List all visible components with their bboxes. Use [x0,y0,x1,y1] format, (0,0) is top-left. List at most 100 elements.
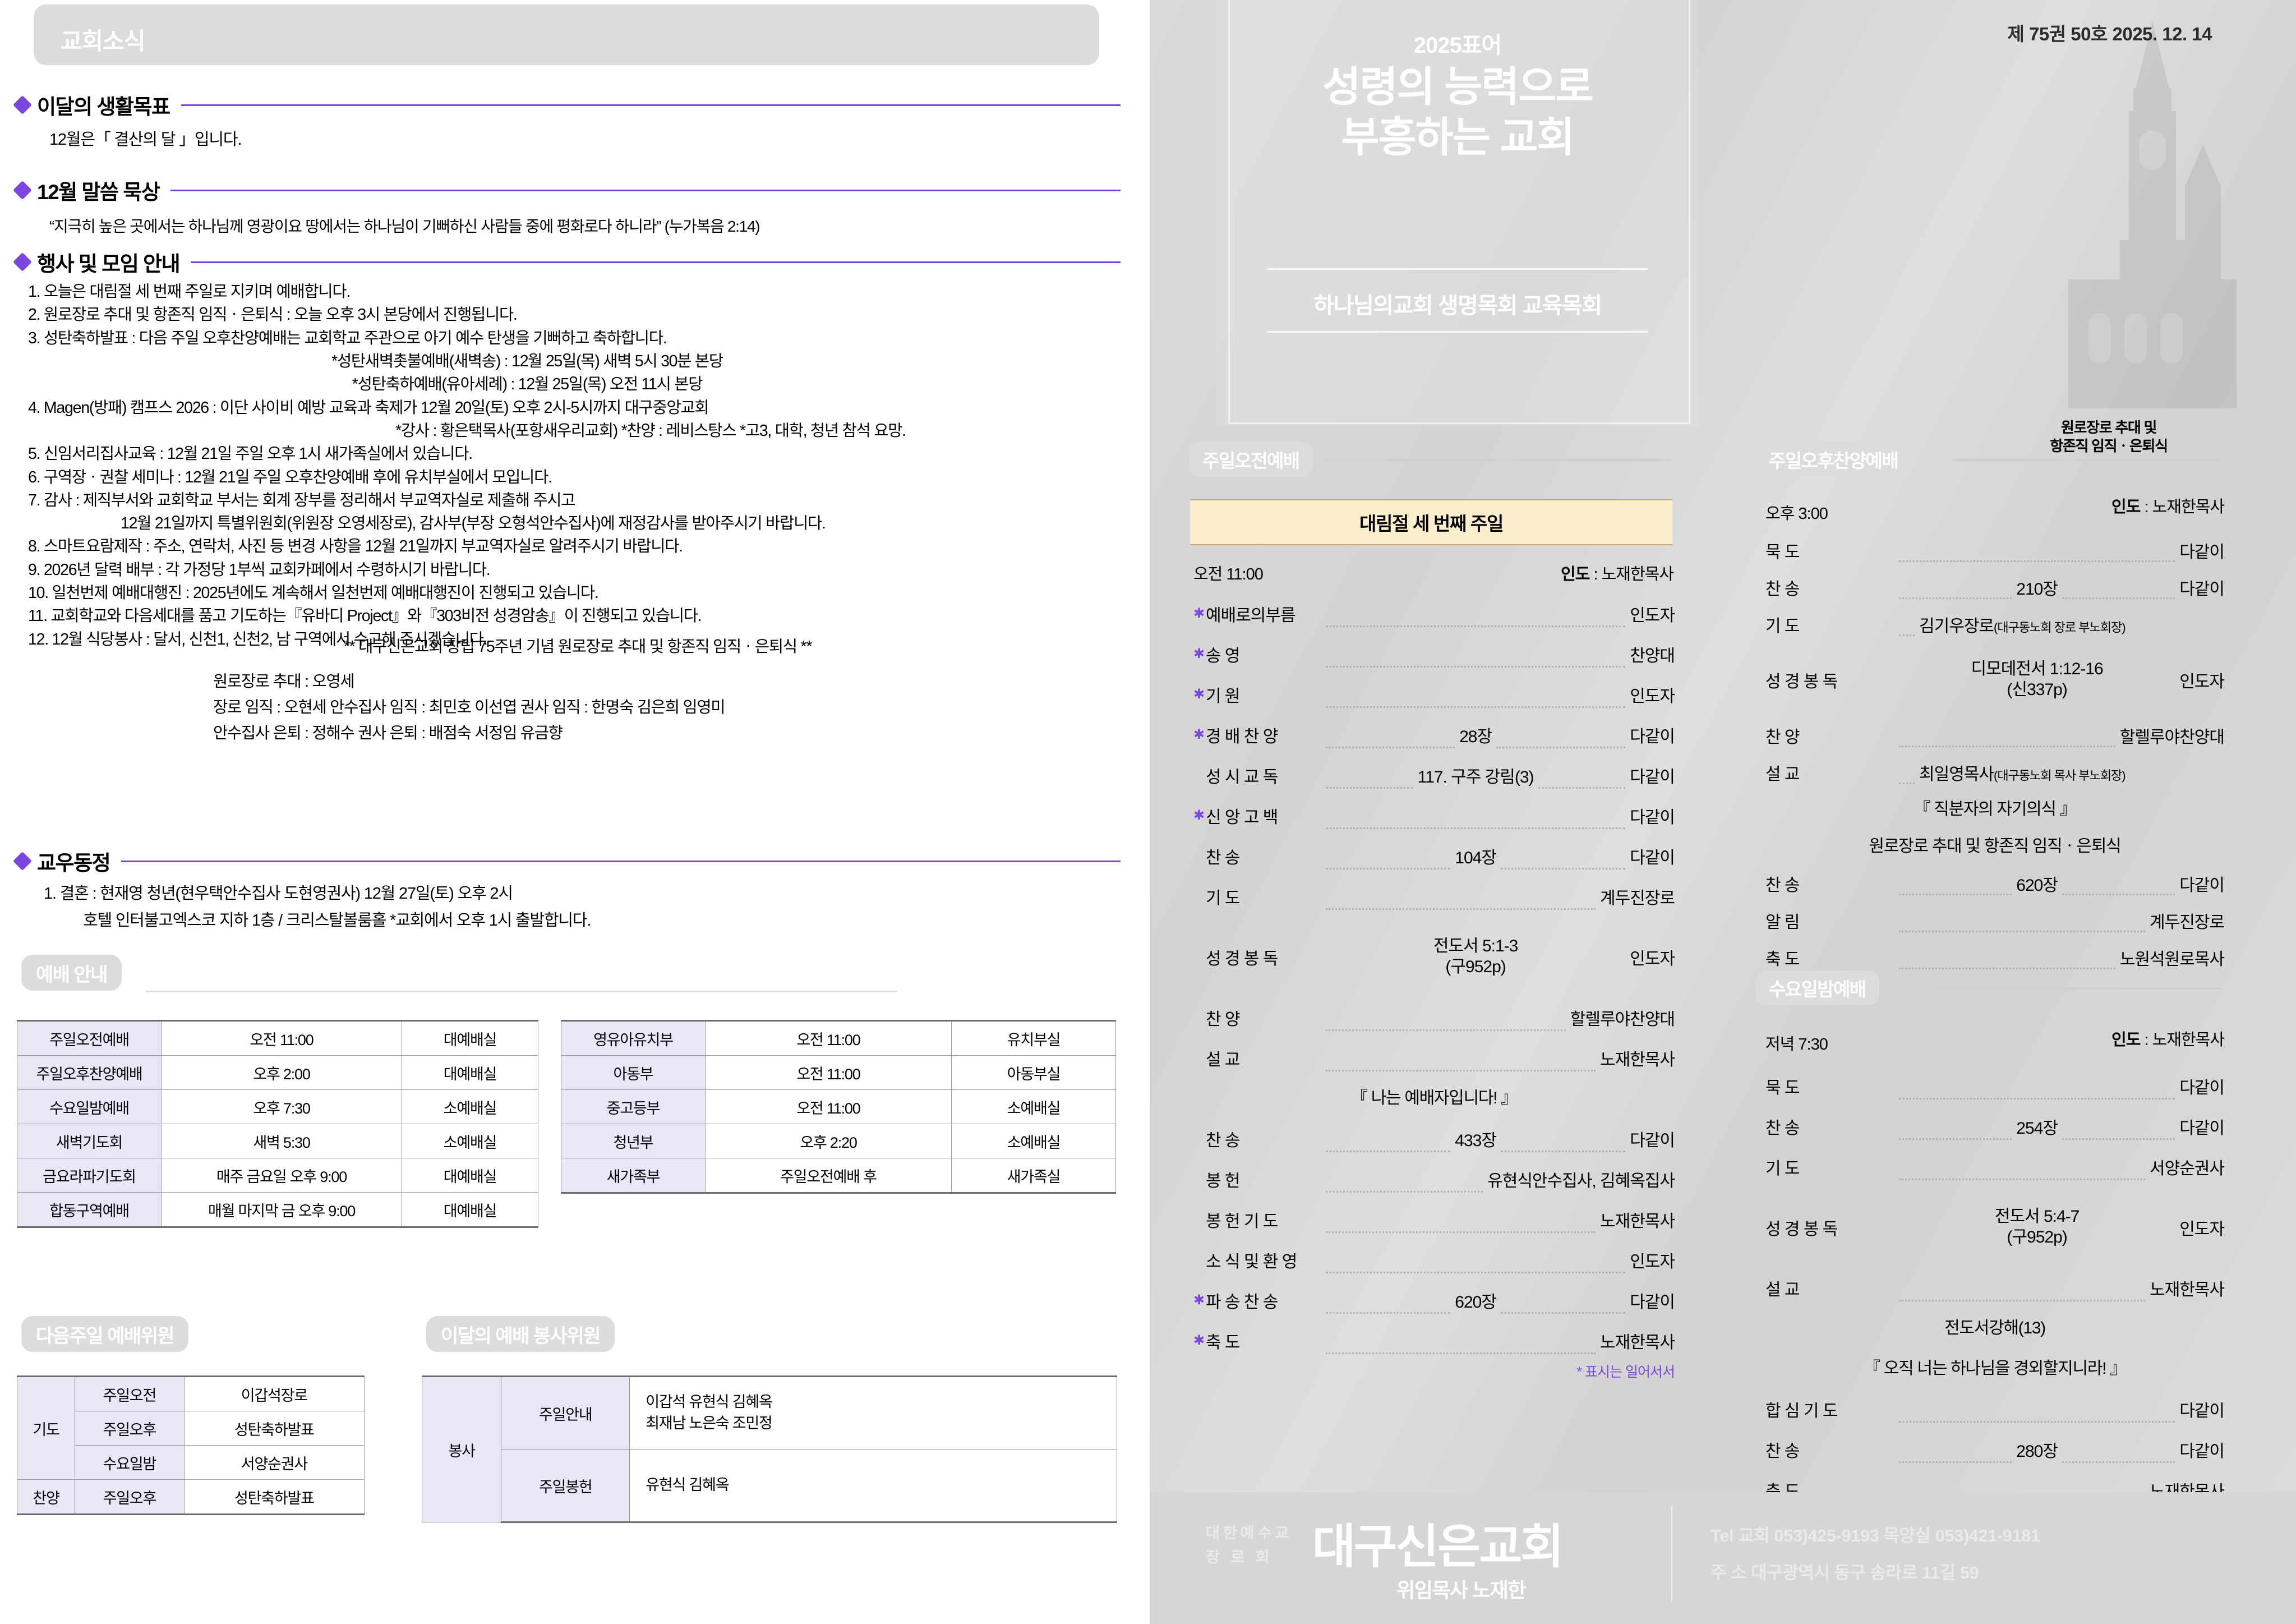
worship-order-row: 성 경 봉 독 전도서 5:4-7 (구952p) 인도자 [1765,1187,2225,1268]
leader-dots [1899,783,1915,784]
table-cell-group: 기도 [16,1375,76,1480]
announcement-item: 6. 구역장ㆍ권찰 세미나 : 12월 21일 주일 오후찬양예배 후에 유치부… [28,468,552,486]
table-cell: 수요일밤예배 [17,1089,162,1124]
table-cell-slot: 주일봉헌 [501,1449,630,1523]
worship-order-name: 성 경 봉 독 [1206,950,1278,968]
announcement-item: 9. 2026년 달력 배부 : 각 가정당 1부씩 교회카페에서 수령하시기 … [28,560,491,579]
worship-order-row: 설 교 노재한목사 [1193,1038,1675,1078]
worship-order-name: 찬 송 [1765,1442,1800,1461]
wednesday-worship-order: 묵 도 다같이 찬 송 254장 다같이 기 도 서양순권사 성 경 봉 독 전도서 5:4-7… [1765,1066,2225,1510]
worship-order-name: 성 시 교 독 [1206,768,1278,786]
leader-dots [1326,747,1455,748]
leader-dots [1326,666,1626,668]
table-cell-person: 서양순권사 [183,1445,365,1480]
leader-dots [2062,894,2175,895]
worship-order-person: 인도자 [2179,1220,2225,1239]
table-row: 주일봉헌 유현식 김혜옥 [422,1449,1117,1523]
table-cell: 금요라파기도회 [17,1158,162,1193]
worship-order-person: 인도자 [1630,687,1675,706]
leader-dots [1899,968,2115,969]
announcement-item: 4. Magen(방패) 캠프스 2026 : 이단 사이비 예방 교육과 축제… [28,398,709,417]
announcement-item: 12월 21일까지 특별위원회(위원장 오영세장로), 감사부(부장 오형석안수… [121,514,826,533]
footer-divider [1671,1506,1672,1601]
meditation-verse: “지극히 높은 곳에서는 하나님께 영광이요 땅에서는 하나님이 기뻐하신 사람… [49,218,760,235]
worship-order-name: 경 배 찬 양 [1206,728,1278,746]
section-title: 교우동정 [37,852,111,875]
ordination-notice: ** 대구신은교회 창립 75주년 기념 원로장로 추대 및 항존직 임직ㆍ은퇴… [28,634,1127,747]
month-service-label: 이달의 예배 봉사위원 [441,1325,601,1347]
worship-order-person: 김기우장로(대구동노회 장로 부노회장) [1919,612,2126,637]
leader-dots [1326,868,1451,869]
footer-denomination-line2: 장 로 회 [1206,1549,1273,1566]
standing-footnote: * 표시는 일어서서 [1576,1364,1675,1380]
afternoon-worship-leader: 인도 : 노재한목사 [1968,494,2225,517]
leader-dots [1326,706,1626,708]
worship-order-person: 다같이 [2179,1442,2225,1461]
afternoon-worship-time: 오후 3:00 [1765,505,1828,523]
table-row: 합동구역예배 매월 마지막 금 오후 9:00 대예배실 [17,1192,538,1228]
table-cell-person: 성탄축하발표 [183,1411,365,1446]
worship-order-row: 찬 송 210장 다같이 [1765,569,2225,606]
worship-order-row: ✱ 파 송 찬 송 620장 다같이 [1193,1280,1675,1321]
diamond-bullet-icon [13,252,32,272]
section-header-events: 행사 및 모임 안내 [13,247,1121,277]
leader-dots [1500,868,1626,869]
table-cell-people: 유현식 김혜옥 [629,1449,1117,1523]
morning-leader-label: 인도 [1561,565,1590,583]
worship-order-person: 계두진장로 [1600,889,1675,908]
table-cell: 새가족실 [951,1158,1116,1194]
section-title: 이달의 생활목표 [37,95,170,118]
worship-order-row: 묵 도 다같이 [1765,532,2225,569]
leader-dots [1326,827,1626,829]
table-cell: 아동부실 [951,1055,1116,1090]
worship-order-detail: 620장 [1455,1293,1497,1312]
table-row: 주일오후 성탄축하발표 [17,1411,365,1446]
footer-pastor: 위임목사 노재한 [1396,1579,1526,1602]
table-cell: 소예배실 [402,1089,538,1124]
table-row: 수요일밤예배 오후 7:30 소예배실 [17,1089,538,1124]
wednesday-worship-label: 수요일밤예배 [1769,979,1866,1000]
announcement-item: *성탄축하예배(유아세례) : 12월 25일(목) 오전 11시 본당 [352,375,703,394]
hero-title: 성령의 능력으로 부흥하는 교회 [1228,62,1687,163]
standing-star-icon: ✱ [1193,646,1205,661]
table-row: 아동부 오전 11:00 아동부실 [561,1055,1116,1090]
right-page: 2025표어 성령의 능력으로 부흥하는 교회 하나님의교회 생명목회 교육목회… [1150,0,2296,1624]
section-title: 12월 말씀 묵상 [37,181,160,204]
table-cell-slot: 주일안내 [501,1375,630,1450]
worship-order-name: 찬 양 [1206,1010,1241,1029]
worship-order-person: 노재한목사 [1600,1212,1675,1231]
standing-star-icon: ✱ [1193,1292,1205,1308]
table-cell: 청년부 [561,1124,706,1158]
table-cell-slot: 수요일밤 [75,1445,185,1480]
table-cell: 오전 11:00 [705,1089,952,1124]
worship-order-row: 찬 송 254장 다같이 [1765,1106,2225,1147]
leader-dots [1899,560,2175,562]
worship-order-name: 기 원 [1206,687,1241,706]
leader-dots [1899,746,2115,747]
table-cell: 오후 2:20 [705,1124,952,1158]
worship-order-row: ✱ 예배로의부름 인도자 [1193,594,1675,634]
ordination-title: ** 대구신은교회 창립 75주년 기념 원로장로 추대 및 항존직 임직ㆍ은퇴… [343,638,813,656]
worship-order-row: 기 도 서양순권사 [1765,1147,2225,1187]
left-page: 교회소식 이달의 생활목표 12월은「 결산의 달 」입니다. 12월 말씀 묵… [13,4,1127,1523]
table-row: 새가족부 주일오전예배 후 새가족실 [561,1158,1116,1194]
hero-subtitle: 2025표어 [1413,33,1502,58]
ordination-line: 원로장로 추대 : 오영세 [213,673,355,691]
table-cell-people: 이갑석 유현식 김혜옥 최재남 노은숙 조민정 [629,1375,1117,1450]
table-row: 기도 주일오전 이갑석장로 [16,1375,365,1480]
announcement-item: 8. 스마트요람제작 : 주소, 연락처, 사진 등 변경 사항을 12월 21… [28,537,683,556]
worship-order-note: 『 나는 예배자입니다! 』 [1351,1089,1518,1107]
worship-order-detail: 117. 구주 강림(3) [1417,768,1534,786]
wednesday-worship-pill: 수요일밤예배 [1755,970,1879,1005]
table-cell: 영유아유치부 [561,1020,706,1056]
morning-worship-leader: 인도 : 노재한목사 [1402,561,1674,585]
table-cell: 중고등부 [561,1089,706,1124]
worship-order-person: 다같이 [2179,1079,2225,1097]
announcement-item: 10. 일천번제 예배대행진 : 2025년에도 계속해서 일천번제 예배대행진… [28,584,599,602]
announcement-item: 5. 신임서리집사교육 : 12월 21일 주일 오후 1시 새가족실에서 있습… [28,445,473,463]
leader-dots [1899,597,2012,599]
worship-order-name: 축 도 [1206,1333,1241,1352]
leader-dots [1500,1312,1626,1314]
wednesday-leader-label: 인도 [2111,1031,2141,1049]
worship-info-rule [146,991,897,992]
